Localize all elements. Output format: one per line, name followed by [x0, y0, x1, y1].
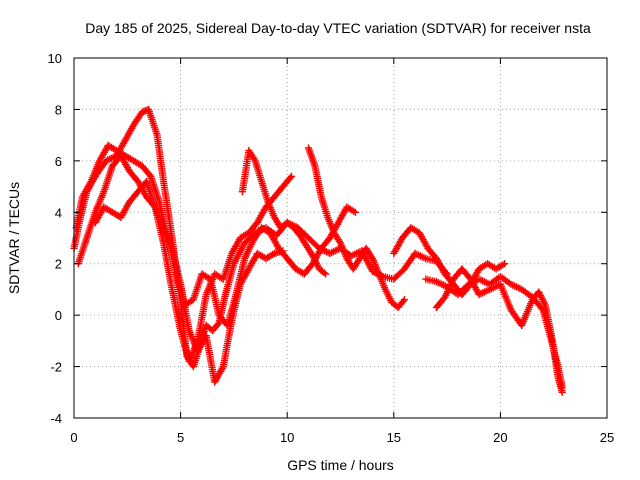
plot-frame	[73, 57, 608, 419]
y-tick-label: -4	[50, 411, 62, 426]
axis-ticks: 0 5 10 15 20 25 -4 -2 0 2 4 6 8 10	[48, 51, 615, 445]
series-markers	[238, 147, 330, 278]
series-track	[73, 108, 448, 368]
x-tick-label: 25	[600, 430, 614, 445]
y-tick-label: 8	[55, 102, 62, 117]
series-track	[307, 147, 406, 309]
y-tick-label: 4	[55, 205, 62, 220]
series-markers	[432, 265, 566, 396]
x-tick-label: 15	[387, 430, 401, 445]
chart-title: Day 185 of 2025, Sidereal Day-to-day VTE…	[85, 20, 591, 36]
x-tick-label: 20	[493, 430, 507, 445]
y-tick-label: 6	[55, 154, 62, 169]
y-tick-label: 2	[55, 257, 62, 272]
series-arc-5	[238, 147, 330, 278]
data-series	[70, 105, 566, 396]
x-tick-label: 0	[70, 430, 77, 445]
series-arc-4	[91, 177, 287, 386]
y-tick-label: 10	[48, 51, 62, 66]
x-axis-label: GPS time / hours	[287, 457, 394, 473]
x-tick-label: 10	[280, 430, 294, 445]
series-markers	[304, 144, 409, 311]
series-arc-6	[304, 144, 409, 311]
y-axis-label: SDTVAR / TECUs	[6, 182, 22, 294]
y-tick-label: 0	[55, 308, 62, 323]
y-tick-label: -2	[50, 360, 62, 375]
x-tick-label: 5	[177, 430, 184, 445]
series-arc-9	[432, 265, 566, 396]
series-markers	[91, 177, 287, 386]
